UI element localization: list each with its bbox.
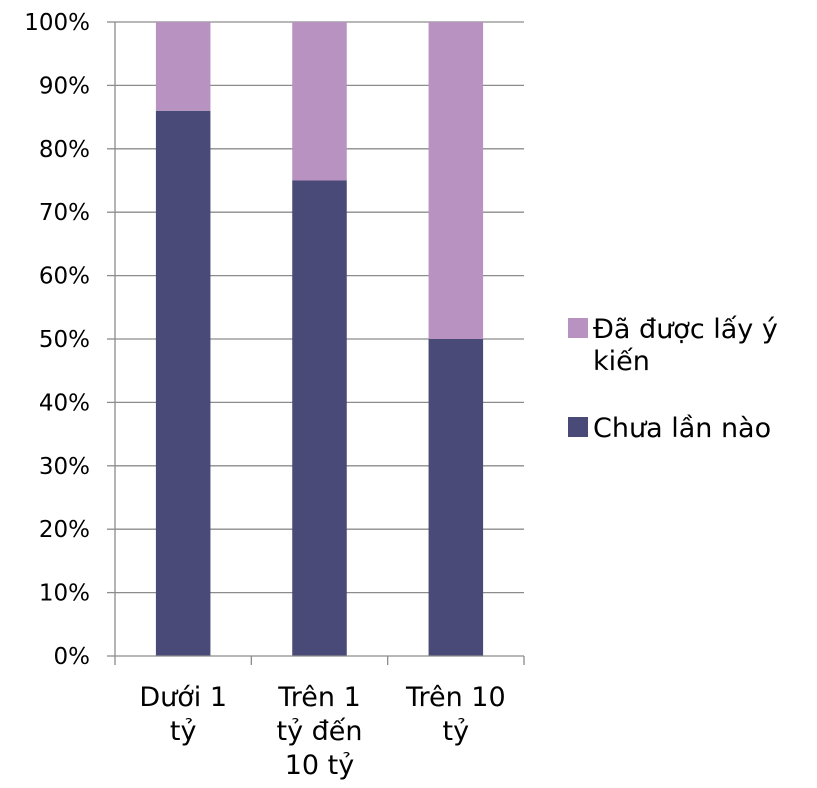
bar-segment xyxy=(292,22,347,181)
x-axis-category-labels: Dưới 1 tỷ Trên 1 tỷ đến 10 tỷ Trên 10 tỷ xyxy=(139,682,505,781)
bar-segment xyxy=(155,22,211,111)
y-tick-label: 80% xyxy=(39,137,90,163)
legend-label: Chưa lần nào xyxy=(593,413,771,444)
bar-segment xyxy=(155,110,211,656)
bar-segment xyxy=(428,339,484,656)
y-tick-label: 70% xyxy=(39,200,90,226)
y-tick-label: 20% xyxy=(39,517,90,543)
x-category-label: Dưới 1 tỷ xyxy=(139,682,227,747)
y-axis-tick-labels: 0% 10% 20% 30% 40% 50% 60% 70% 80% 90% 100% xyxy=(24,10,90,670)
y-tick-label: 90% xyxy=(39,73,90,99)
legend-label: Đã được lấy ý kiến xyxy=(593,314,778,377)
y-tick-label: 30% xyxy=(39,454,90,480)
y-tick-label: 60% xyxy=(39,264,90,290)
legend-swatch xyxy=(568,318,588,338)
bar-segment xyxy=(292,180,347,656)
legend: Đã được lấy ý kiến Chưa lần nào xyxy=(568,314,778,444)
y-tick-label: 50% xyxy=(39,327,90,353)
legend-swatch xyxy=(568,417,588,437)
bar-segment xyxy=(428,22,484,339)
bars xyxy=(155,22,484,656)
y-tick-label: 0% xyxy=(54,644,91,670)
y-tick-label: 40% xyxy=(39,390,90,416)
y-tick-label: 100% xyxy=(24,10,90,36)
y-tick-label: 10% xyxy=(39,581,90,607)
x-category-label: Trên 10 tỷ xyxy=(405,682,506,747)
x-category-label: Trên 1 tỷ đến 10 tỷ xyxy=(276,682,362,781)
axes xyxy=(107,21,525,665)
